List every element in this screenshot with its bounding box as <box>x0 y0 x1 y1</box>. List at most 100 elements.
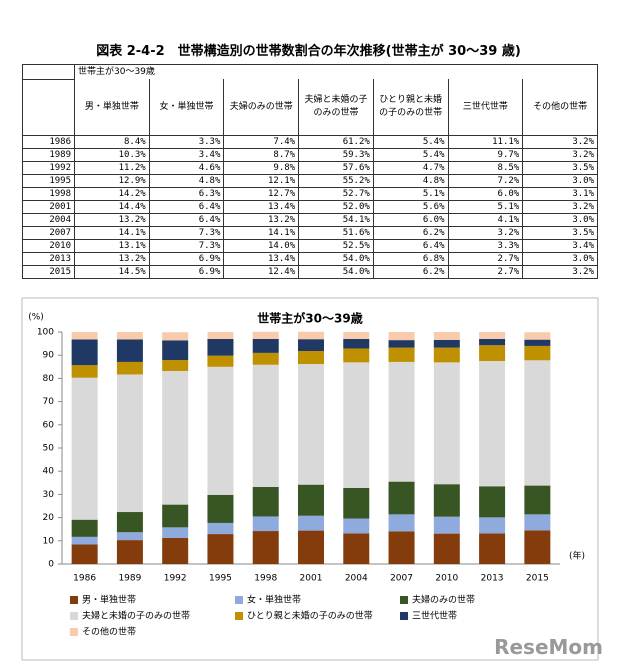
y-tick-label: 20 <box>43 513 55 523</box>
y-tick-label: 30 <box>43 490 55 500</box>
bar-segment <box>524 530 551 564</box>
y-tick-label: 0 <box>48 560 54 570</box>
legend-label: 夫婦と未婚の子のみの世帯 <box>82 610 190 622</box>
x-tick-label: 1998 <box>254 574 277 584</box>
legend-swatch <box>70 612 78 620</box>
bar-segment <box>71 536 98 545</box>
bar-segment <box>479 361 506 487</box>
table-cell: 6.9% <box>148 265 225 279</box>
table-row: 2015 14.5% 6.9% 12.4% 54.0% 6.2% 2.7% 3.2% <box>22 265 598 279</box>
row-header: 2015 <box>22 265 75 279</box>
legend-swatch <box>400 612 408 620</box>
x-axis-label: (年) <box>569 550 585 562</box>
x-tick-label: 2013 <box>481 574 504 584</box>
bar-segment <box>479 533 506 564</box>
bar-segment <box>388 340 415 348</box>
table-row: 男・単独世帯 女・単独世帯 夫婦のみの世帯 夫婦と未婚の子のみの世帯 ひとり親と未婚の子… <box>22 79 598 136</box>
bar-segment <box>252 338 279 353</box>
bar-segment <box>162 538 189 564</box>
group-header: 世帯主が30～39歳 <box>74 64 598 79</box>
bar-segment <box>116 374 143 513</box>
legend-swatch <box>70 596 78 604</box>
y-tick-label: 40 <box>43 467 55 477</box>
x-tick-label: 2001 <box>300 574 323 584</box>
bar-segment <box>71 519 98 537</box>
y-tick-label: 70 <box>43 397 55 407</box>
y-tick-label: 100 <box>37 328 54 338</box>
bar-segment <box>433 332 460 340</box>
y-tick-label: 60 <box>43 420 55 430</box>
x-tick-label: 1995 <box>209 574 232 584</box>
bar-segment <box>433 347 460 363</box>
bar-segment <box>298 364 324 485</box>
x-tick-label: 2004 <box>345 574 368 584</box>
bar-segment <box>207 366 234 495</box>
bar-segment <box>207 534 234 564</box>
bar-segment <box>433 362 460 485</box>
bar-segment <box>252 331 279 339</box>
bar-segment <box>162 370 189 505</box>
bar-segment <box>116 532 143 541</box>
y-axis-label: (%) <box>28 313 44 323</box>
y-tick-label: 80 <box>43 374 55 384</box>
bar-segment <box>479 332 506 339</box>
bar-segment <box>298 484 324 516</box>
table-cell: 3.2% <box>522 265 598 279</box>
table-row: 2001 14.4% 6.4% 13.4% 52.0% 5.6% 5.1% 3.2% <box>22 200 598 214</box>
bar-segment <box>207 355 234 367</box>
x-tick-label: 2015 <box>526 574 549 584</box>
legend-swatch <box>235 612 243 620</box>
bar-segment <box>71 544 98 564</box>
bar-segment <box>116 361 143 375</box>
bar-segment <box>162 360 189 371</box>
y-tick-label: 90 <box>43 351 55 361</box>
bar-segment <box>388 531 415 564</box>
bar-segment <box>162 332 189 341</box>
legend-swatch <box>400 596 408 604</box>
y-tick-label: 10 <box>43 536 55 546</box>
table-cell: 6.2% <box>372 265 449 279</box>
bar-segment <box>343 332 370 339</box>
bar-segment <box>524 514 551 531</box>
bar-segment <box>388 347 415 362</box>
x-tick-label: 2007 <box>390 574 413 584</box>
bar-segment <box>524 332 551 340</box>
bar-segment <box>298 339 324 352</box>
x-tick-label: 1986 <box>73 574 96 584</box>
bar-segment <box>252 531 279 564</box>
bar-segment <box>71 377 98 520</box>
bar-segment <box>388 361 415 482</box>
bar-segment <box>343 362 370 488</box>
bar-segment <box>479 486 506 518</box>
bar-segment <box>71 332 98 340</box>
bar-segment <box>207 494 234 523</box>
bar-segment <box>343 533 370 564</box>
bar-segment <box>162 527 189 539</box>
bar-segment <box>252 516 279 532</box>
legend-label: 三世代世帯 <box>412 610 457 622</box>
figure-title: 図表 2-4-2 世帯構造別の世帯数割合の年次推移(世帯主が 30～39 歳) <box>96 44 521 59</box>
column-header: ひとり親と未婚の子のみの世帯 <box>372 79 449 136</box>
table-row: 2013 13.2% 6.9% 13.4% 54.0% 6.8% 2.7% 3.0% <box>22 252 598 266</box>
table-cell: 2.7% <box>447 265 524 279</box>
bar-segment <box>479 338 506 346</box>
table-cell: 12.4% <box>223 265 300 279</box>
bar-segment <box>252 364 279 487</box>
bar-segment <box>388 481 415 515</box>
bar-segment <box>479 345 506 361</box>
chart-frame <box>21 297 599 661</box>
column-header: 男・単独世帯 <box>74 79 150 136</box>
watermark: ReseMom <box>494 635 603 659</box>
bar-segment <box>524 485 551 515</box>
bar-segment <box>298 351 324 365</box>
bar-segment <box>162 340 189 361</box>
bar-segment <box>298 530 324 564</box>
bar-segment <box>433 339 460 348</box>
bar-segment <box>343 338 370 349</box>
bar-segment <box>116 339 143 362</box>
legend-label: 男・単独世帯 <box>82 594 136 606</box>
bar-segment <box>252 352 279 365</box>
y-tick-label: 50 <box>43 444 55 454</box>
table-row: 世帯主が30～39歳 <box>22 64 598 80</box>
